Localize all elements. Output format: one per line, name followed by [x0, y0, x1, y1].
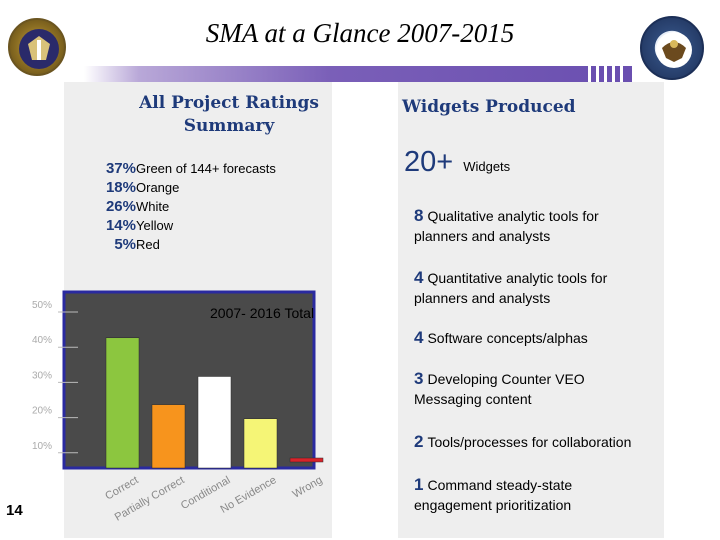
widget-item-line1: Tools/processes for collaboration: [427, 434, 632, 450]
ratings-heading: All Project Ratings Summary: [64, 92, 394, 138]
widget-item-count: 4: [414, 328, 424, 347]
widget-item-count: 1: [414, 475, 424, 494]
widget-item-count: 2: [414, 432, 424, 451]
rating-label: White: [136, 199, 170, 214]
jcs-seal-icon: [8, 18, 66, 76]
rating-pct: 26%: [105, 198, 136, 215]
widget-item: 8 Qualitative analytic tools for planners…: [414, 206, 674, 244]
rating-pct: 37%: [105, 160, 136, 177]
dod-seal-icon: [640, 16, 704, 80]
widget-item: 2 Tools/processes for collaboration: [414, 432, 674, 452]
title-banner: [84, 66, 632, 82]
widget-item: 3 Developing Counter VEO Messaging conten…: [414, 369, 674, 407]
chart-bar: [151, 404, 186, 469]
widget-item-line1: Qualitative analytic tools for: [427, 208, 599, 224]
widget-item-line1: Software concepts/alphas: [427, 330, 588, 346]
rating-row: 26% White: [90, 198, 276, 217]
widget-item-line2: planners and analysts: [414, 228, 551, 244]
rating-row: 18% Orange: [90, 179, 276, 198]
chart-y-tick-label: 50%: [32, 300, 52, 311]
chart-y-tick-label: 20%: [32, 406, 52, 417]
chart-bar: [243, 418, 278, 469]
chart-bar: [289, 457, 324, 463]
chart-category-label: Wrong: [291, 474, 325, 500]
widget-item-line2: Messaging content: [414, 391, 532, 407]
widgets-total-count: 20+: [404, 146, 454, 178]
ratings-chart: 10% 20% 30% 40% 50% 2007- 2016 Total Correct Pa…: [28, 290, 340, 528]
rating-pct: 14%: [105, 217, 136, 234]
widgets-total: 20+ Widgets: [404, 146, 510, 179]
ratings-list: 37% Green of 144+ forecasts 18% Orange 2…: [90, 160, 276, 255]
widget-item: 4 Software concepts/alphas: [414, 328, 674, 348]
widget-item-count: 3: [414, 369, 424, 388]
chart-y-tick-label: 30%: [32, 370, 52, 381]
chart-y-tick-label: 40%: [32, 335, 52, 346]
chart-y-tick-label: 10%: [32, 441, 52, 452]
chart-bar: [105, 337, 140, 469]
widget-item-line1: Quantitative analytic tools for: [427, 270, 608, 286]
slide-title: SMA at a Glance 2007-2015: [205, 18, 515, 48]
rating-pct: 18%: [105, 179, 136, 196]
banner-stripes: [588, 66, 628, 82]
rating-row: 14% Yellow: [90, 217, 276, 236]
chart-bar: [197, 376, 232, 469]
rating-pct: 5%: [114, 236, 136, 253]
rating-row: 37% Green of 144+ forecasts: [90, 160, 276, 179]
ratings-heading-line2: Summary: [183, 116, 275, 136]
chart-title: 2007- 2016 Total: [210, 305, 314, 321]
rating-label: Yellow: [136, 218, 174, 233]
widget-item: 4 Quantitative analytic tools for planner…: [414, 268, 674, 306]
rating-label: Green of 144+ forecasts: [136, 161, 276, 176]
widgets-total-label: Widgets: [463, 159, 511, 174]
rating-label: Red: [136, 237, 160, 252]
widget-item-line2: engagement prioritization: [414, 497, 572, 513]
rating-row: 5% Red: [90, 236, 276, 255]
widget-item-line1: Developing Counter VEO: [427, 371, 585, 387]
widget-item: 1 Command steady-state engagement priorit…: [414, 475, 674, 513]
rating-label: Orange: [136, 180, 180, 195]
ratings-heading-line1: All Project Ratings: [139, 93, 319, 113]
widgets-heading: Widgets Produced: [402, 97, 576, 117]
ratings-chart-svg: 10%20%30%40%50% 2007- 2016 TotalCorrectPa…: [32, 290, 325, 524]
chart-category-label: Correct: [103, 474, 140, 502]
widget-item-count: 4: [414, 268, 424, 287]
widget-item-count: 8: [414, 206, 424, 225]
page-number: 14: [6, 502, 23, 519]
right-panel-background: [398, 82, 664, 538]
widget-item-line1: Command steady-state: [427, 477, 573, 493]
widget-item-line2: planners and analysts: [414, 290, 551, 306]
